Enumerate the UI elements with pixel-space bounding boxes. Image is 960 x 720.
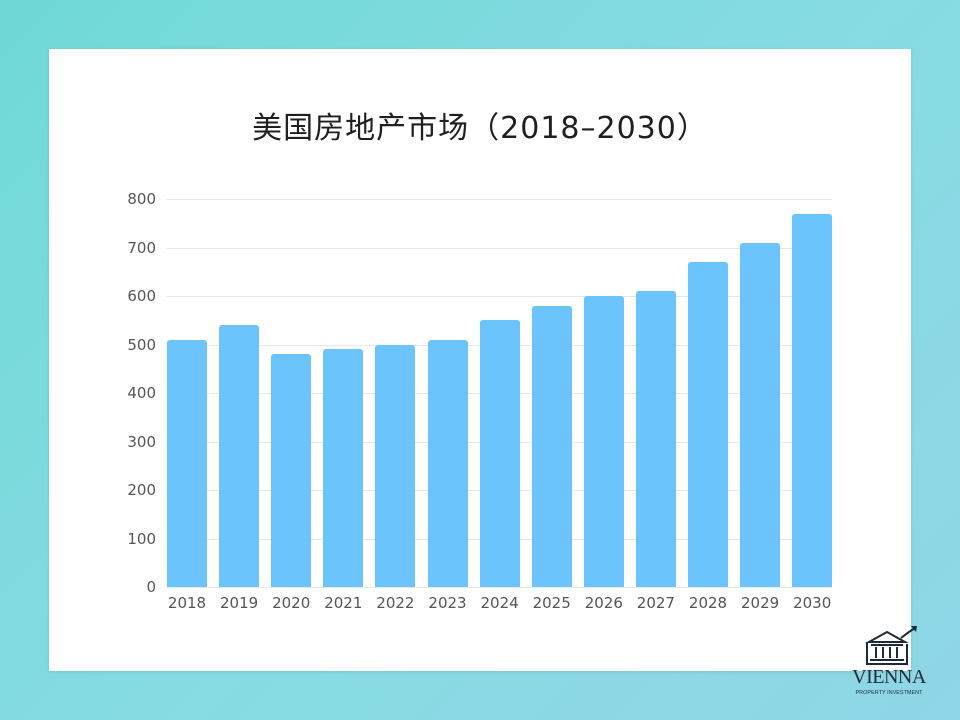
bar-2020[interactable]: [271, 354, 312, 587]
y-tick-label: 300: [127, 432, 156, 451]
y-tick-label: 500: [127, 335, 156, 354]
x-tick-label: 2023: [428, 594, 467, 612]
bar-2019[interactable]: [219, 325, 260, 587]
x-tick-label: 2021: [324, 594, 363, 612]
gridline: [166, 199, 832, 200]
bar-2030[interactable]: [792, 213, 833, 587]
y-tick-label: 0: [146, 578, 156, 596]
y-tick-label: 600: [127, 287, 156, 305]
chart-title: 美国房地产市场（2018–2030）: [252, 111, 708, 146]
gridline: [166, 247, 832, 249]
bar-2026[interactable]: [583, 296, 624, 587]
x-tick-label: 2027: [636, 594, 675, 612]
x-tick-label: 2018: [167, 594, 207, 612]
vienna-logo: VIENNA PROPERTY INVESTMENT: [843, 626, 935, 706]
x-tick-label: 2024: [480, 594, 519, 612]
x-tick-label: 2029: [741, 594, 780, 612]
y-tick-label: 100: [127, 529, 156, 548]
y-tick-label: 400: [127, 384, 156, 402]
gridline: [166, 587, 832, 588]
x-tick-label: 2025: [532, 594, 571, 612]
bar-2027[interactable]: [635, 291, 676, 587]
bar-2025[interactable]: [531, 305, 572, 587]
logo-name: VIENNA: [852, 666, 926, 688]
bar-2028[interactable]: [688, 262, 728, 587]
gridline: [166, 296, 832, 297]
bar-2021[interactable]: [323, 349, 364, 587]
y-tick-label: 800: [127, 190, 156, 208]
y-tick-label: 700: [127, 238, 156, 257]
bar-2024[interactable]: [479, 320, 520, 587]
bank-building-growth-arrow-icon: [865, 626, 917, 665]
x-tick-label: 2030: [793, 594, 832, 612]
x-tick-label: 2020: [272, 594, 311, 612]
y-tick-label: 200: [127, 481, 156, 499]
bar-2023[interactable]: [427, 339, 468, 587]
bar-2018[interactable]: [167, 339, 207, 587]
x-tick-label: 2019: [220, 594, 259, 612]
bar-2022[interactable]: [375, 344, 416, 587]
bar-2029[interactable]: [740, 242, 781, 587]
x-tick-label: 2022: [376, 594, 415, 612]
x-tick-label: 2026: [584, 594, 623, 612]
logo-subtitle: PROPERTY INVESTMENT: [855, 690, 923, 696]
x-tick-label: 2028: [688, 594, 728, 612]
